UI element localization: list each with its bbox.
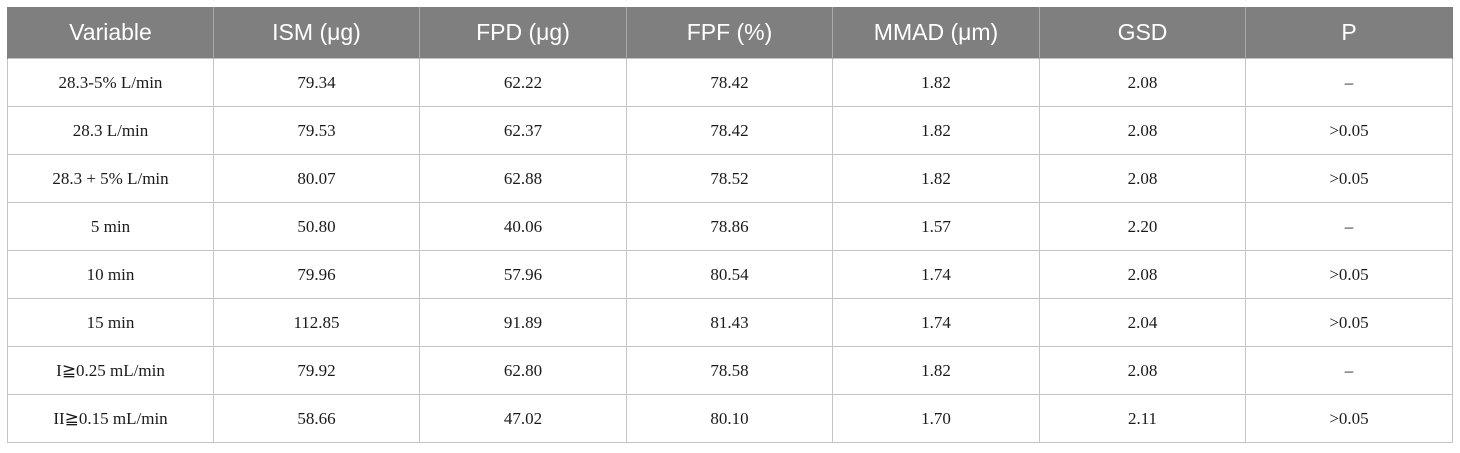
cell-variable: 10 min bbox=[7, 250, 214, 299]
cell-mmad: 1.74 bbox=[832, 250, 1040, 299]
cell-ism: 112.85 bbox=[213, 298, 420, 347]
cell-variable: 28.3-5% L/min bbox=[7, 58, 214, 107]
table-row: II≧0.15 mL/min 58.66 47.02 80.10 1.70 2.… bbox=[7, 394, 1453, 443]
cell-ism: 80.07 bbox=[213, 154, 420, 203]
cell-ism: 79.96 bbox=[213, 250, 420, 299]
cell-mmad: 1.70 bbox=[832, 394, 1040, 443]
cell-mmad: 1.74 bbox=[832, 298, 1040, 347]
cell-gsd: 2.08 bbox=[1039, 250, 1246, 299]
cell-mmad: 1.82 bbox=[832, 154, 1040, 203]
table-body: 28.3-5% L/min 79.34 62.22 78.42 1.82 2.0… bbox=[7, 58, 1453, 443]
cell-gsd: 2.08 bbox=[1039, 346, 1246, 395]
cell-gsd: 2.08 bbox=[1039, 154, 1246, 203]
table-row: 28.3 + 5% L/min 80.07 62.88 78.52 1.82 2… bbox=[7, 154, 1453, 203]
cell-variable: 28.3 + 5% L/min bbox=[7, 154, 214, 203]
cell-ism: 58.66 bbox=[213, 394, 420, 443]
cell-variable: II≧0.15 mL/min bbox=[7, 394, 214, 443]
cell-fpd: 62.80 bbox=[419, 346, 627, 395]
cell-mmad: 1.82 bbox=[832, 346, 1040, 395]
table-row: 15 min 112.85 91.89 81.43 1.74 2.04 >0.0… bbox=[7, 298, 1453, 347]
cell-p: >0.05 bbox=[1245, 394, 1453, 443]
cell-gsd: 2.08 bbox=[1039, 106, 1246, 155]
table-row: 28.3 L/min 79.53 62.37 78.42 1.82 2.08 >… bbox=[7, 106, 1453, 155]
results-table: Variable ISM (μg) FPD (μg) FPF (%) MMAD … bbox=[7, 7, 1453, 443]
cell-ism: 50.80 bbox=[213, 202, 420, 251]
table-row: 10 min 79.96 57.96 80.54 1.74 2.08 >0.05 bbox=[7, 250, 1453, 299]
column-header-variable: Variable bbox=[7, 7, 214, 59]
cell-variable: 15 min bbox=[7, 298, 214, 347]
cell-fpd: 40.06 bbox=[419, 202, 627, 251]
cell-fpf: 78.58 bbox=[626, 346, 833, 395]
cell-ism: 79.53 bbox=[213, 106, 420, 155]
column-header-mmad: MMAD (μm) bbox=[832, 7, 1040, 59]
cell-p: >0.05 bbox=[1245, 298, 1453, 347]
cell-p: – bbox=[1245, 58, 1453, 107]
cell-gsd: 2.04 bbox=[1039, 298, 1246, 347]
cell-fpf: 78.52 bbox=[626, 154, 833, 203]
cell-mmad: 1.57 bbox=[832, 202, 1040, 251]
cell-fpd: 62.88 bbox=[419, 154, 627, 203]
cell-p: – bbox=[1245, 346, 1453, 395]
cell-fpf: 80.10 bbox=[626, 394, 833, 443]
cell-fpd: 62.37 bbox=[419, 106, 627, 155]
cell-variable: I≧0.25 mL/min bbox=[7, 346, 214, 395]
cell-mmad: 1.82 bbox=[832, 106, 1040, 155]
cell-fpf: 81.43 bbox=[626, 298, 833, 347]
cell-p: >0.05 bbox=[1245, 106, 1453, 155]
column-header-p: P bbox=[1245, 7, 1453, 59]
cell-fpd: 47.02 bbox=[419, 394, 627, 443]
cell-gsd: 2.08 bbox=[1039, 58, 1246, 107]
table-row: 5 min 50.80 40.06 78.86 1.57 2.20 – bbox=[7, 202, 1453, 251]
cell-fpf: 78.86 bbox=[626, 202, 833, 251]
cell-variable: 5 min bbox=[7, 202, 214, 251]
cell-p: >0.05 bbox=[1245, 250, 1453, 299]
cell-mmad: 1.82 bbox=[832, 58, 1040, 107]
cell-fpf: 80.54 bbox=[626, 250, 833, 299]
cell-ism: 79.34 bbox=[213, 58, 420, 107]
table-header: Variable ISM (μg) FPD (μg) FPF (%) MMAD … bbox=[7, 7, 1453, 59]
table-row: 28.3-5% L/min 79.34 62.22 78.42 1.82 2.0… bbox=[7, 58, 1453, 107]
cell-p: >0.05 bbox=[1245, 154, 1453, 203]
column-header-fpd: FPD (μg) bbox=[419, 7, 627, 59]
column-header-ism: ISM (μg) bbox=[213, 7, 420, 59]
column-header-gsd: GSD bbox=[1039, 7, 1246, 59]
cell-variable: 28.3 L/min bbox=[7, 106, 214, 155]
cell-ism: 79.92 bbox=[213, 346, 420, 395]
table-row: I≧0.25 mL/min 79.92 62.80 78.58 1.82 2.0… bbox=[7, 346, 1453, 395]
cell-gsd: 2.20 bbox=[1039, 202, 1246, 251]
cell-fpd: 57.96 bbox=[419, 250, 627, 299]
column-header-fpf: FPF (%) bbox=[626, 7, 833, 59]
results-table-container: Variable ISM (μg) FPD (μg) FPF (%) MMAD … bbox=[7, 7, 1453, 443]
cell-gsd: 2.11 bbox=[1039, 394, 1246, 443]
cell-p: – bbox=[1245, 202, 1453, 251]
cell-fpf: 78.42 bbox=[626, 58, 833, 107]
cell-fpf: 78.42 bbox=[626, 106, 833, 155]
cell-fpd: 62.22 bbox=[419, 58, 627, 107]
cell-fpd: 91.89 bbox=[419, 298, 627, 347]
header-row: Variable ISM (μg) FPD (μg) FPF (%) MMAD … bbox=[7, 7, 1453, 59]
